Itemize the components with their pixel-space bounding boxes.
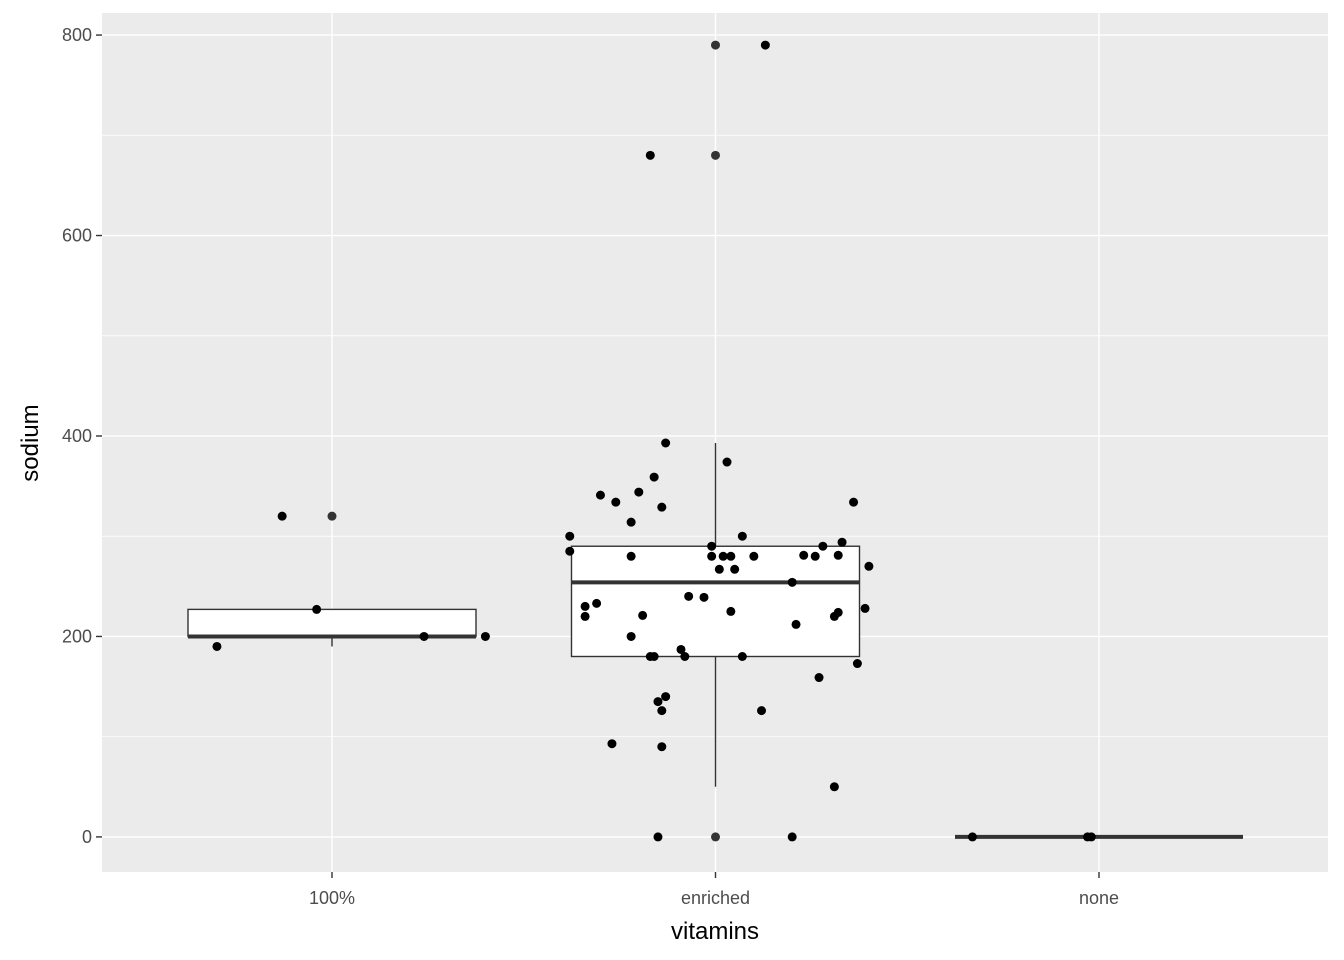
data-point: [312, 604, 322, 614]
data-point: [653, 832, 663, 842]
data-point: [657, 502, 667, 512]
data-point: [787, 832, 797, 842]
y-tick-label: 200: [62, 626, 92, 646]
data-point: [595, 490, 605, 500]
x-tick-label-100: 100%: [309, 888, 355, 908]
data-point: [277, 511, 287, 521]
data-point: [833, 607, 843, 617]
outlier-point: [711, 40, 720, 50]
data-point: [626, 631, 636, 641]
outlier-point: [711, 150, 720, 160]
data-point: [661, 692, 671, 702]
data-point: [645, 150, 655, 160]
data-point: [638, 610, 648, 620]
box-enriched: [570, 443, 861, 787]
jitter-points: [212, 40, 1096, 842]
data-point: [653, 697, 663, 707]
data-point: [707, 541, 717, 551]
data-point: [699, 592, 709, 602]
data-point: [592, 598, 602, 608]
data-point: [626, 517, 636, 527]
data-point: [580, 611, 590, 621]
data-point: [787, 577, 797, 587]
data-point: [860, 603, 870, 613]
boxplots: [187, 443, 1243, 839]
data-point: [565, 531, 575, 541]
data-point: [726, 606, 736, 616]
data-point: [760, 40, 770, 50]
x-axis-ticks: 100% enriched none: [309, 872, 1119, 908]
data-point: [749, 551, 759, 561]
data-point: [837, 537, 847, 547]
data-point: [607, 739, 617, 749]
data-point: [814, 673, 824, 683]
y-tick-label: 400: [62, 426, 92, 446]
data-point: [852, 659, 862, 669]
data-point: [649, 472, 659, 482]
data-point: [684, 591, 694, 601]
data-point: [757, 706, 767, 716]
data-point: [737, 531, 747, 541]
data-point: [1086, 832, 1096, 842]
data-point: [726, 551, 736, 561]
y-tick-label: 800: [62, 25, 92, 45]
data-point: [212, 641, 222, 651]
data-point: [707, 551, 717, 561]
data-point: [480, 631, 490, 641]
data-point: [737, 651, 747, 661]
data-point: [565, 546, 575, 556]
data-point: [799, 550, 809, 560]
data-point: [580, 601, 590, 611]
data-point: [833, 550, 843, 560]
data-point: [649, 651, 659, 661]
box-body: [187, 608, 477, 638]
y-axis-ticks: 0 200 400 600 800: [62, 25, 102, 847]
data-point: [718, 551, 728, 561]
data-point: [730, 564, 740, 574]
data-point: [634, 487, 644, 497]
data-point: [829, 782, 839, 792]
y-axis-title: sodium: [17, 404, 44, 481]
outlier-point: [327, 511, 337, 521]
data-point: [419, 631, 429, 641]
y-tick-label: 0: [82, 827, 92, 847]
data-point: [611, 497, 621, 507]
data-point: [714, 564, 724, 574]
data-point: [818, 541, 828, 551]
data-point: [676, 644, 686, 654]
data-point: [722, 457, 732, 467]
x-tick-label-enriched: enriched: [681, 888, 750, 908]
data-point: [810, 551, 820, 561]
data-point: [791, 619, 801, 629]
data-point: [657, 706, 667, 716]
x-tick-label-none: none: [1079, 888, 1119, 908]
y-tick-label: 600: [62, 226, 92, 246]
box-body: [570, 545, 861, 658]
data-point: [626, 551, 636, 561]
data-point: [680, 651, 690, 661]
outlier-point: [711, 832, 720, 842]
data-point: [657, 742, 667, 752]
data-point: [967, 832, 977, 842]
data-point: [849, 497, 859, 507]
data-point: [864, 561, 874, 571]
x-axis-title: vitamins: [671, 918, 759, 945]
data-point: [661, 438, 671, 448]
